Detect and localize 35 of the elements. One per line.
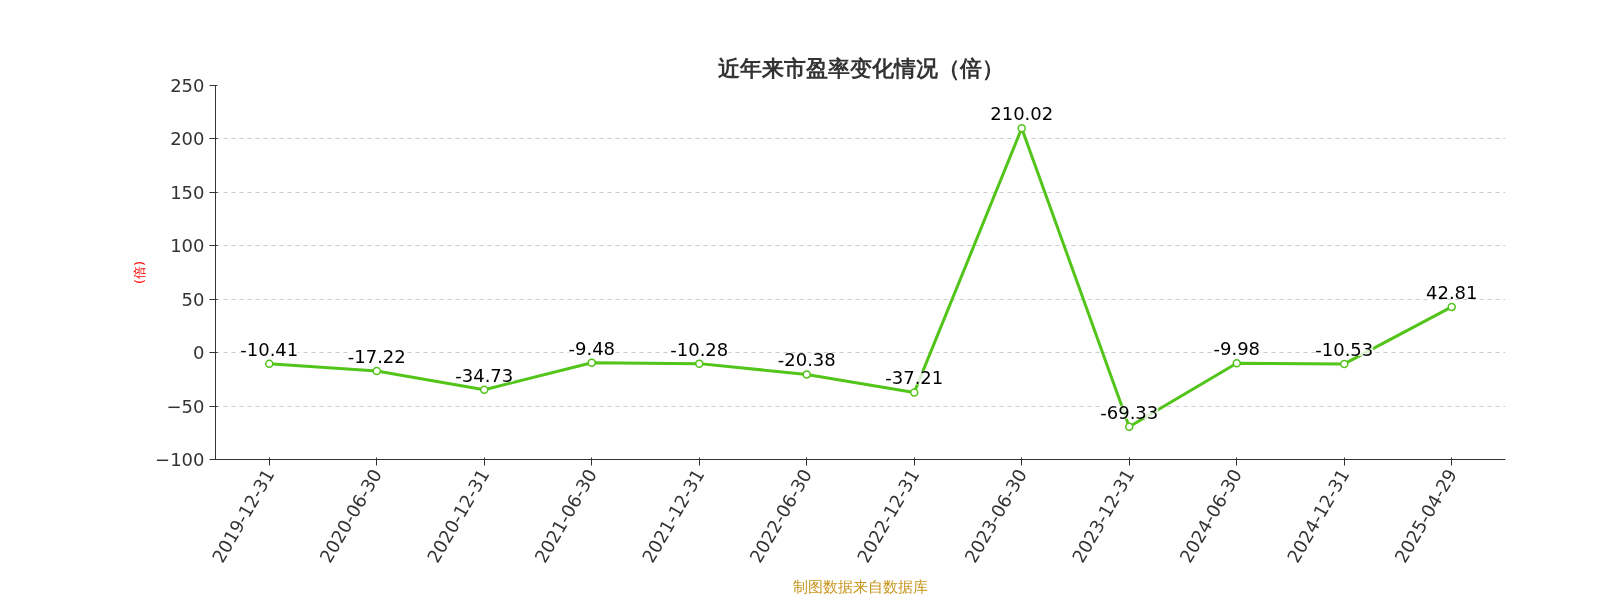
- chart-title: 近年来市盈率变化情况（倍）: [716, 55, 1004, 81]
- data-label: 210.02: [990, 103, 1054, 125]
- data-label: -10.53: [1315, 338, 1374, 360]
- data-label: -69.33: [1100, 401, 1159, 423]
- text: 制图数据来自数据库: [793, 577, 928, 596]
- y-tick-label: 150: [170, 181, 205, 203]
- data-label: -10.28: [670, 338, 729, 360]
- data-label: -10.41: [240, 338, 299, 360]
- data-label: -37.21: [885, 367, 944, 389]
- data-label: -20.38: [777, 349, 836, 371]
- point: [1447, 302, 1456, 312]
- point: [802, 370, 811, 379]
- point: [587, 358, 596, 368]
- point: [910, 388, 919, 397]
- point: [1017, 123, 1026, 133]
- point: [1125, 422, 1134, 431]
- data-label: -9.98: [1213, 338, 1261, 360]
- y-tick-label: 250: [170, 75, 205, 96]
- point: [1340, 359, 1349, 369]
- data-label: -9.48: [568, 337, 616, 359]
- point: [265, 359, 274, 369]
- y-axis-title: (倍): [132, 260, 148, 285]
- y-tick-label: −100: [155, 449, 205, 470]
- y-tick-label: 200: [170, 128, 205, 150]
- y-tick-label: 50: [181, 288, 205, 310]
- y-tick-label: −50: [166, 395, 205, 417]
- y-tick-label: 0: [193, 342, 205, 364]
- data-label: -34.73: [455, 364, 514, 386]
- y-tick-label: 100: [170, 235, 205, 257]
- data-label: -17.22: [347, 346, 406, 368]
- point: [372, 366, 381, 376]
- point: [1232, 359, 1241, 368]
- point: [480, 385, 489, 394]
- data-label: 42.81: [1425, 281, 1478, 303]
- point: [695, 359, 704, 368]
